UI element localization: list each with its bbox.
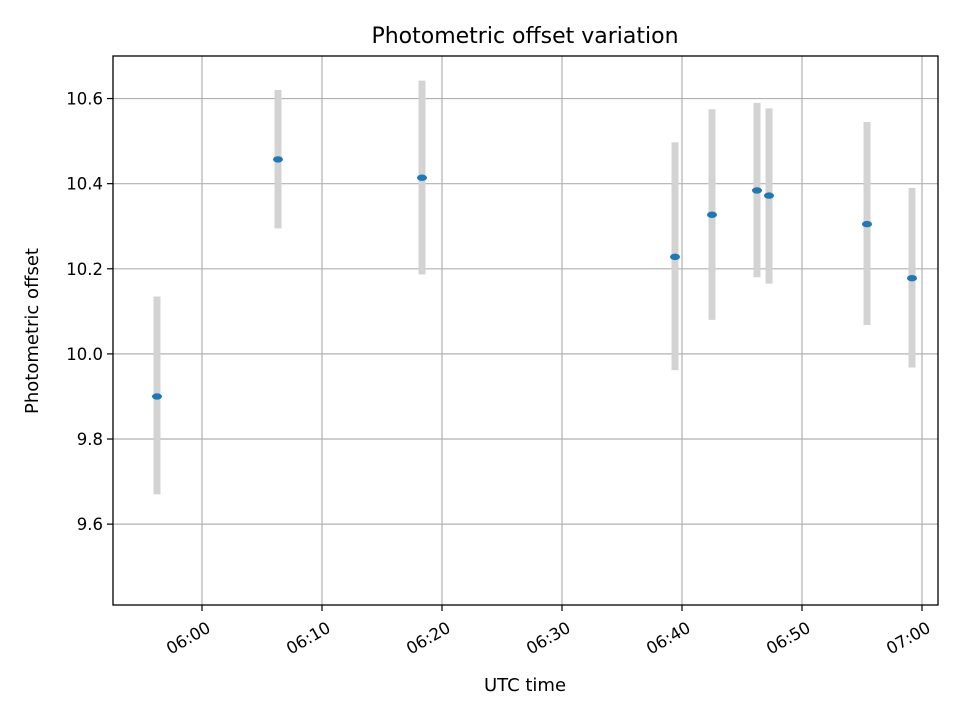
x-tick-label: 06:50	[763, 618, 814, 658]
data-points	[152, 156, 917, 400]
y-tick-label: 10.4	[66, 175, 103, 194]
y-tick-label: 9.8	[77, 430, 103, 449]
data-point	[862, 220, 872, 228]
error-bars	[153, 80, 916, 495]
data-point	[417, 174, 427, 181]
y-tick-label: 9.6	[77, 515, 103, 534]
data-point	[670, 253, 680, 261]
x-tick-label: 06:00	[163, 618, 214, 658]
data-point	[907, 274, 917, 282]
data-point	[152, 393, 162, 400]
x-tick-label: 06:30	[523, 618, 574, 658]
data-point	[752, 187, 762, 194]
y-tick-label: 10.0	[66, 345, 103, 364]
chart-title: Photometric offset variation	[371, 24, 678, 49]
data-point	[707, 211, 717, 218]
grid-layer	[113, 56, 938, 605]
x-tick-label: 06:10	[283, 618, 334, 658]
ticks: 06:00 06:10 06:20 06:30 06:40 06:50 07:00 9.6 9.…	[66, 90, 934, 659]
y-axis-label: Photometric offset	[22, 248, 43, 414]
x-tick-label: 07:00	[883, 618, 934, 658]
x-axis-label: UTC time	[484, 675, 566, 696]
x-tick-label: 06:20	[403, 618, 454, 658]
y-tick-label: 10.2	[66, 260, 103, 279]
data-point	[273, 156, 283, 163]
y-tick-label: 10.6	[66, 90, 103, 109]
data-point	[764, 192, 774, 199]
plot-frame	[112, 55, 939, 606]
x-tick-label: 06:40	[643, 618, 694, 658]
